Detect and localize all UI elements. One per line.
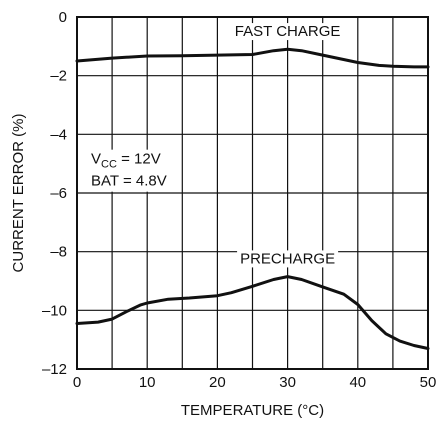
y-tick-label: –4 (50, 126, 67, 143)
x-tick-label: 40 (349, 374, 366, 391)
x-axis-title: TEMPERATURE (°C) (181, 402, 324, 419)
series-label-precharge: PRECHARGE (240, 250, 335, 267)
x-tick-label: 20 (209, 374, 226, 391)
x-tick-label: 30 (279, 374, 296, 391)
y-tick-label: –8 (50, 244, 67, 261)
condition-bat: BAT = 4.8V (91, 173, 167, 190)
condition-vcc-prefix: V (91, 151, 101, 168)
condition-vcc-subscript: CC (101, 159, 117, 171)
condition-vcc-value: = 12V (117, 151, 161, 168)
grid (77, 17, 428, 369)
series-label-fast-charge: FAST CHARGE (235, 23, 341, 40)
x-tick-label: 0 (73, 374, 81, 391)
y-tick-label: –12 (42, 361, 67, 378)
y-tick-label: –10 (42, 302, 67, 319)
y-tick-label: –6 (50, 185, 67, 202)
x-tick-label: 10 (139, 374, 156, 391)
y-axis-title: CURRENT ERROR (%) (10, 114, 27, 273)
y-tick-label: 0 (59, 9, 67, 26)
y-tick-label: –2 (50, 68, 67, 85)
x-tick-label: 50 (420, 374, 436, 391)
